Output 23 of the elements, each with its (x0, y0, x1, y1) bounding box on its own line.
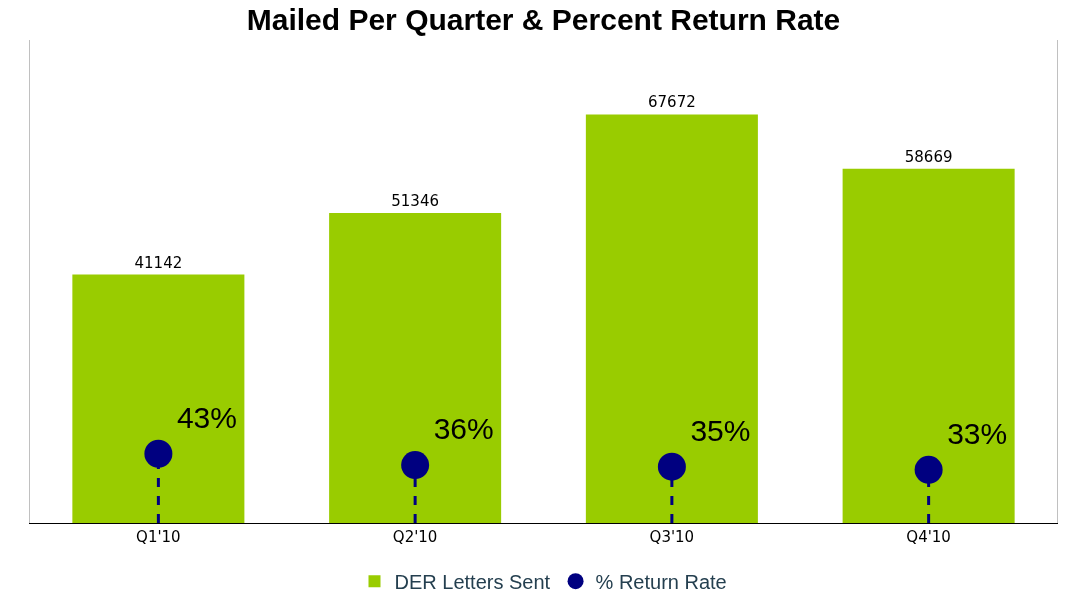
data-label: 67672 (648, 93, 696, 112)
bar (842, 168, 1015, 523)
x-tick-label: Q1'10 (136, 528, 181, 546)
legend-label: DER Letters Sent (394, 570, 551, 593)
bar (329, 213, 502, 523)
point (144, 439, 173, 468)
data-label: 33% (947, 416, 1008, 450)
data-label: 35% (690, 413, 751, 447)
data-label: 58669 (904, 147, 953, 166)
x-tick-label: Q3'10 (649, 528, 695, 546)
bar (72, 274, 245, 523)
legend-label: % Return Rate (595, 570, 727, 593)
data-label: 41142 (134, 253, 183, 272)
data-label: 43% (176, 400, 237, 434)
point (401, 451, 430, 480)
x-tick-label: Q4'10 (906, 528, 951, 546)
point (914, 455, 943, 484)
data-label: 51346 (391, 192, 439, 210)
point (657, 452, 686, 481)
data-label: 36% (433, 412, 494, 446)
bar (585, 114, 758, 523)
x-tick-label: Q2'10 (392, 528, 438, 546)
chart-title: Mailed Per Quarter & Percent Return Rate (246, 3, 841, 37)
